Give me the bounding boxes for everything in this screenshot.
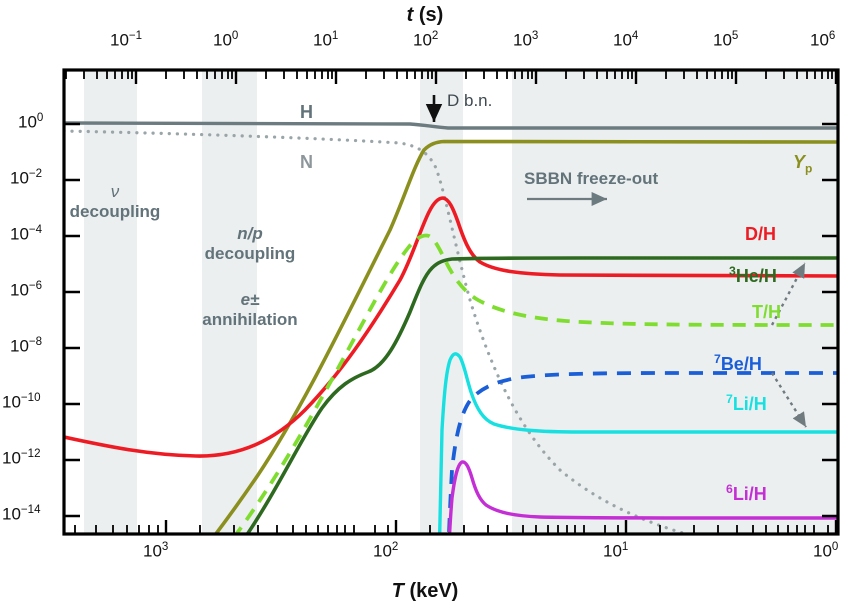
top-tick-label-1: 100	[213, 30, 239, 50]
bottom-tick-label-2: 101	[603, 541, 629, 561]
curve-Yp	[213, 139, 838, 534]
sbbn-freezeout-label: SBBN freeze-out	[524, 169, 658, 189]
y-tick-label-0: 100	[18, 112, 44, 132]
top-tick-label-5: 104	[613, 30, 639, 50]
nu-decoupling-text: decoupling	[69, 201, 161, 221]
curve-label-DH-text: D/H	[745, 224, 776, 244]
top-axis-title-unit: (s)	[418, 4, 444, 26]
epm-annihilation-annotation: e± annihilation	[160, 290, 340, 329]
bottom-tick-label-0: 103	[143, 541, 169, 561]
top-tick-label-3: 102	[413, 30, 439, 50]
right-axis-ticks	[822, 122, 838, 518]
curve-label-Be7H-text: Be/H	[720, 354, 762, 374]
nu-decoupling-symbol: ν	[110, 182, 120, 201]
curve-label-Li6H-sup: 6	[726, 482, 733, 496]
curve-label-Yp-text: Y	[793, 152, 806, 172]
top-tick-label-6: 105	[713, 30, 739, 50]
curve-Be7H	[447, 371, 838, 534]
label-N: N	[300, 152, 313, 173]
curve-label-Yp-sub: p	[805, 161, 813, 176]
curve-TH	[234, 233, 838, 534]
y-tick-label-5: 10−10	[2, 392, 41, 412]
curve-label-TH: T/H	[752, 302, 781, 323]
curve-H	[64, 121, 838, 130]
top-tick-label-2: 101	[313, 30, 339, 50]
curve-DH	[64, 196, 838, 458]
np-decoupling-symbol: n/p	[237, 224, 263, 243]
bottom-axis-title: T (keV)	[0, 580, 850, 603]
top-axis-title-var: t	[406, 4, 414, 26]
y-tick-label-7: 10−14	[2, 504, 41, 524]
curve-label-He3H: 3He/H	[729, 264, 777, 287]
curve-label-Yp: Yp	[793, 152, 812, 176]
curve-label-TH-text: T/H	[752, 302, 781, 322]
y-tick-label-6: 10−12	[2, 448, 41, 468]
y-tick-label-4: 10−8	[10, 336, 43, 356]
curve-Li7H	[437, 352, 838, 534]
top-tick-label-7: 106	[810, 30, 836, 50]
epm-annihilation-symbol: e±	[240, 290, 260, 309]
curve-He3H	[245, 256, 838, 534]
bottom-tick-label-3: 100	[813, 541, 839, 561]
y-tick-label-1: 10−2	[10, 168, 43, 188]
bottom-axis-title-unit: (keV)	[409, 580, 459, 602]
curve-label-He3H-text: He/H	[735, 266, 777, 286]
nu-decoupling-annotation: ν decoupling	[50, 182, 180, 221]
label-N-text: N	[300, 152, 313, 172]
bottom-axis-title-var: T	[391, 580, 404, 602]
np-decoupling-text: decoupling	[204, 243, 296, 263]
d-bottleneck-label: D b.n.	[447, 91, 492, 111]
curve-Li6H	[447, 460, 838, 534]
curve-label-Li7H: 7Li/H	[726, 392, 767, 415]
curve-label-Li6H: 6Li/H	[726, 482, 767, 505]
label-H-text: H	[300, 102, 313, 122]
curve-label-DH: D/H	[745, 224, 776, 245]
y-tick-label-3: 10−6	[10, 280, 43, 300]
d-bottleneck-text: D b.n.	[447, 91, 493, 110]
top-axis-ticks	[65, 70, 838, 84]
curve-label-Be7H-sup: 7	[714, 352, 721, 366]
curve-label-Li7H-sup: 7	[726, 392, 733, 406]
curve-label-He3H-sup: 3	[729, 264, 736, 278]
label-H: H	[300, 102, 313, 123]
left-axis-ticks	[64, 122, 80, 518]
curve-label-Li6H-text: Li/H	[732, 484, 767, 504]
top-tick-label-0: 10−1	[110, 30, 143, 50]
curve-label-Li7H-text: Li/H	[732, 394, 767, 414]
axes-frame	[62, 68, 840, 536]
bottom-tick-label-1: 102	[373, 541, 399, 561]
np-decoupling-annotation: n/p decoupling	[160, 224, 340, 263]
curve-label-Be7H: 7Be/H	[714, 352, 762, 375]
sbbn-freezeout-text: SBBN freeze-out	[524, 169, 659, 188]
top-axis-title: t (s)	[0, 4, 850, 27]
y-tick-label-2: 10−4	[10, 224, 43, 244]
top-tick-label-4: 103	[513, 30, 539, 50]
arrow-th-to-he3	[770, 262, 807, 326]
epm-annihilation-text: annihilation	[202, 309, 298, 329]
shaded-bands	[84, 70, 838, 534]
bottom-axis-ticks	[74, 520, 838, 534]
